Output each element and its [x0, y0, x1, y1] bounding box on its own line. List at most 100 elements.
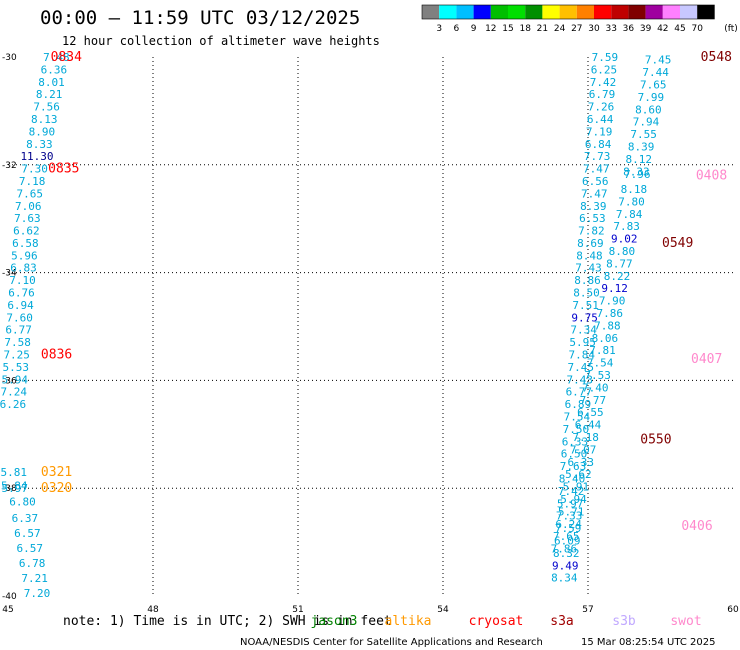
wave-height-label: 7.34	[570, 324, 597, 337]
wave-height-label: 5.71	[558, 505, 585, 518]
colorbar-swatch	[508, 5, 526, 19]
wave-height-label: 8.48	[576, 249, 603, 262]
wave-height-label: 6.80	[9, 496, 36, 509]
colorbar-swatch	[542, 5, 560, 19]
y-tick-label: -34	[2, 269, 17, 279]
colorbar-tick-label: 24	[554, 24, 566, 34]
pass-time-label: 0549	[662, 236, 693, 251]
wave-height-label: 6.58	[12, 237, 39, 250]
wave-height-label: 7.30	[21, 163, 48, 176]
wave-height-label: 7.60	[6, 311, 33, 324]
wave-height-label: 6.55	[577, 406, 604, 419]
colorbar-swatch	[611, 5, 629, 19]
legend-item-swot: swot	[670, 614, 701, 629]
colorbar-swatch	[576, 5, 594, 19]
wave-height-label: 5.53	[2, 361, 29, 374]
wave-height-label: 7.80	[618, 195, 645, 208]
wave-height-label: 8.34	[551, 572, 578, 585]
wave-height-label: 7.86	[551, 543, 578, 556]
wave-height-label: 7.56	[33, 101, 60, 114]
x-tick-label: 57	[582, 605, 593, 615]
wave-height-label: 6.33	[568, 456, 595, 469]
x-tick-label: 54	[437, 605, 449, 615]
satellite-legend: jason3 altika cryosat s3a s3b swot	[311, 614, 702, 629]
colorbar-tick-label: 42	[657, 24, 668, 34]
pass-time-label: 0407	[691, 352, 722, 367]
wave-height-label: 6.62	[13, 225, 40, 238]
wave-height-label: 8.77	[606, 257, 633, 270]
wave-height-label: 7.59	[592, 51, 619, 64]
wave-height-label: 7.84	[616, 208, 643, 221]
x-tick-label: 45	[2, 605, 13, 615]
pass-time-label: 0836	[41, 348, 72, 363]
wave-height-label: 5.94	[2, 373, 29, 386]
wave-height-label: 6.94	[7, 299, 34, 312]
colorbar-tick-label: 39	[640, 24, 652, 34]
wave-height-label: 8.12	[626, 153, 653, 166]
wave-height-label: 7.54	[587, 357, 614, 370]
wave-height-label: 8.69	[577, 237, 604, 250]
wave-height-label: 6.57	[14, 527, 41, 540]
wave-height-label: 7.43	[575, 262, 602, 275]
plot-area: 45 48 51 54 57 60-30-32-34-36-38-407.486.368.…	[0, 50, 739, 615]
wave-height-label: 7.53	[584, 369, 611, 382]
wave-height-label: 7.65	[17, 187, 44, 200]
wave-height-label: 8.18	[621, 183, 648, 196]
wave-height-label: 8.90	[29, 125, 56, 138]
wave-height-label: 7.44	[642, 66, 669, 79]
pass-time-label: 0550	[640, 433, 671, 448]
wave-height-label: 7.10	[9, 274, 36, 287]
legend-item-altika: altika	[385, 614, 432, 629]
wave-height-label: 5.91	[563, 481, 590, 494]
wave-height-label: 7.20	[24, 587, 51, 600]
colorbar-unit-label: (ft)	[724, 24, 738, 34]
wave-height-label: 8.39	[628, 140, 655, 153]
wave-height-label: 7.33	[556, 510, 583, 523]
colorbar-swatch	[680, 5, 698, 19]
wave-height-label: 9.75	[571, 311, 598, 324]
colorbar-swatch	[456, 5, 474, 19]
wave-height-label: 8.86	[574, 274, 601, 287]
colorbar-tick-label: 18	[519, 24, 531, 34]
wave-height-label: 7.51	[572, 299, 599, 312]
wave-height-label: 7.88	[594, 319, 621, 332]
colorbar-tick-label: 27	[571, 24, 582, 34]
pass-time-label: 0834	[51, 50, 82, 65]
wave-height-label: 7.42	[590, 76, 617, 89]
colorbar-swatch	[422, 5, 440, 19]
wave-height-label: 7.65	[640, 78, 667, 91]
colorbar-swatch	[439, 5, 457, 19]
x-tick-label: 51	[292, 605, 303, 615]
wave-height-label: 6.24	[555, 518, 582, 531]
wave-height-label: 8.22	[604, 270, 631, 283]
wave-height-label: 5.97	[557, 497, 584, 510]
colorbar-swatch	[490, 5, 508, 19]
wave-height-label: 6.09	[554, 534, 581, 547]
wave-height-label: 7.54	[564, 411, 591, 424]
wave-height-label: 6.76	[8, 287, 35, 300]
wave-height-label: 7.83	[613, 220, 640, 233]
wave-height-label: 7.40	[582, 381, 609, 394]
pass-time-label: 0406	[681, 519, 712, 534]
wave-height-label: 8.32	[553, 547, 580, 560]
legend-item-cryosat: cryosat	[469, 614, 524, 629]
colorbar-tick-label: 12	[485, 24, 496, 34]
x-tick-label: 48	[147, 605, 159, 615]
wave-height-label: 8.80	[609, 245, 636, 258]
y-tick-label: -40	[2, 592, 17, 602]
pass-time-label: 0320	[41, 481, 72, 496]
colorbar-border	[421, 4, 715, 20]
wave-height-label: 6.33	[562, 435, 589, 448]
wave-height-label: 7.90	[599, 295, 626, 308]
wave-height-label: 8.40	[559, 472, 586, 485]
wave-height-label: 8.39	[580, 200, 607, 213]
footer-credit: NOAA/NESDIS Center for Satellite Applica…	[240, 637, 543, 648]
wave-height-label: 5.81	[1, 466, 28, 479]
wave-height-label: 7.18	[19, 175, 46, 188]
wave-height-label: 6.44	[587, 113, 614, 126]
pass-time-label: 0408	[696, 169, 727, 184]
wave-height-label: 6.44	[575, 419, 602, 432]
colorbar-tick-label: 45	[674, 24, 685, 34]
wave-height-label: 8.60	[635, 103, 662, 116]
